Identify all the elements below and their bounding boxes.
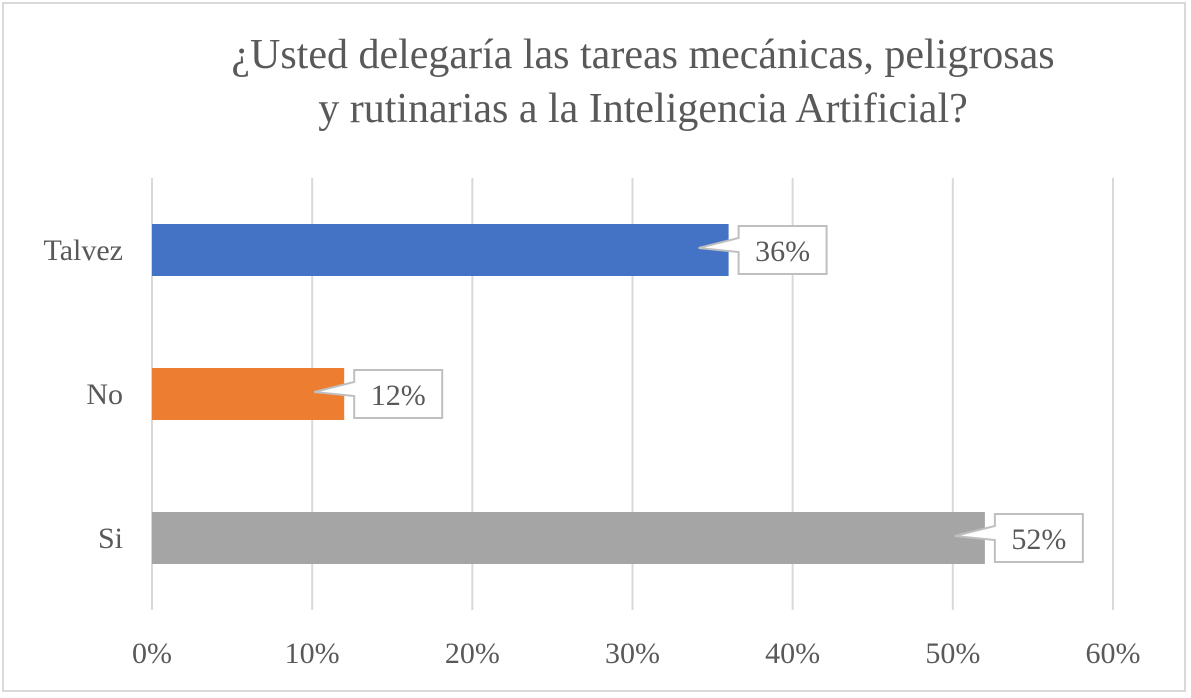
x-tick-label: 60% (1086, 637, 1141, 670)
x-tick-label: 30% (605, 637, 660, 670)
bar-talvez (152, 224, 729, 276)
bar-si (152, 512, 985, 564)
chart-title-line-1: ¿Usted delegaría las tareas mecánicas, p… (231, 32, 1055, 78)
data-label-callout (698, 225, 828, 275)
x-tick-label: 40% (765, 637, 820, 670)
chart-title: ¿Usted delegaría las tareas mecánicas, p… (0, 28, 1191, 136)
x-tick-label: 20% (445, 637, 500, 670)
data-label-callout (954, 513, 1084, 563)
data-label-callout (313, 369, 444, 419)
category-label: No (86, 378, 123, 411)
category-label: Si (98, 522, 123, 555)
category-label: Talvez (43, 234, 123, 267)
x-tick-label: 0% (132, 637, 172, 670)
x-tick-label: 10% (285, 637, 340, 670)
data-label: 52% (1011, 523, 1066, 556)
data-label: 36% (755, 235, 810, 268)
bar-no (152, 368, 345, 420)
x-tick-label: 50% (925, 637, 980, 670)
data-label: 12% (371, 379, 426, 412)
chart-title-line-2: y rutinarias a la Inteligencia Artificia… (318, 86, 968, 132)
